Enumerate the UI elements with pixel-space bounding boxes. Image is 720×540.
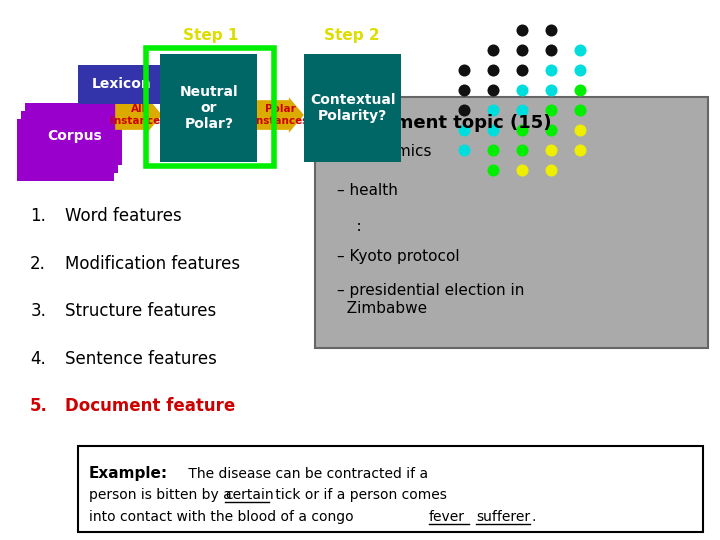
Text: certain: certain bbox=[225, 488, 274, 502]
Point bbox=[545, 165, 557, 174]
Point bbox=[574, 145, 585, 154]
Text: Lexicon: Lexicon bbox=[92, 77, 151, 91]
Text: Contextual
Polarity?: Contextual Polarity? bbox=[310, 93, 395, 123]
FancyArrow shape bbox=[257, 97, 304, 133]
Point bbox=[487, 85, 499, 94]
Point bbox=[574, 105, 585, 114]
Bar bbox=[146, 48, 274, 166]
Text: :: : bbox=[337, 219, 361, 234]
Bar bbox=[78, 65, 166, 104]
Text: Structure features: Structure features bbox=[65, 302, 216, 320]
Point bbox=[459, 125, 470, 134]
Point bbox=[516, 145, 528, 154]
Point bbox=[574, 125, 585, 134]
Text: fever: fever bbox=[429, 510, 465, 524]
Point bbox=[487, 125, 499, 134]
Text: Word features: Word features bbox=[65, 207, 181, 225]
Point bbox=[516, 25, 528, 34]
Text: Polar
Instances: Polar Instances bbox=[252, 104, 308, 126]
Point bbox=[545, 105, 557, 114]
Bar bbox=[78, 446, 703, 532]
Text: tick or if a person comes: tick or if a person comes bbox=[271, 488, 446, 502]
Text: Sentence features: Sentence features bbox=[65, 349, 217, 368]
Text: – economics: – economics bbox=[337, 144, 431, 159]
Point bbox=[516, 165, 528, 174]
Point bbox=[516, 85, 528, 94]
Text: Corpus: Corpus bbox=[47, 129, 102, 143]
Point bbox=[545, 45, 557, 54]
Text: Document topic (15): Document topic (15) bbox=[344, 114, 552, 132]
Text: sufferer: sufferer bbox=[476, 510, 530, 524]
Text: The disease can be contracted if a: The disease can be contracted if a bbox=[184, 467, 428, 481]
Point bbox=[545, 25, 557, 34]
Text: into contact with the blood of a congo: into contact with the blood of a congo bbox=[89, 510, 358, 524]
Text: All
Instances: All Instances bbox=[110, 104, 166, 126]
Text: 3.: 3. bbox=[30, 302, 46, 320]
Text: Neutral
or
Polar?: Neutral or Polar? bbox=[179, 85, 238, 131]
Text: 4.: 4. bbox=[30, 349, 46, 368]
Text: – health: – health bbox=[337, 183, 398, 198]
Point bbox=[487, 165, 499, 174]
Point bbox=[516, 45, 528, 54]
Point bbox=[459, 85, 470, 94]
Point bbox=[516, 125, 528, 134]
Point bbox=[545, 145, 557, 154]
Point bbox=[459, 145, 470, 154]
Bar bbox=[160, 54, 257, 162]
Text: 1.: 1. bbox=[30, 207, 46, 225]
Text: Modification features: Modification features bbox=[65, 254, 240, 273]
Point bbox=[459, 65, 470, 74]
Point bbox=[545, 85, 557, 94]
Text: Document feature: Document feature bbox=[65, 397, 235, 415]
Text: – Kyoto protocol: – Kyoto protocol bbox=[337, 249, 459, 264]
FancyArrow shape bbox=[402, 97, 441, 133]
Text: .: . bbox=[531, 510, 536, 524]
Bar bbox=[315, 97, 708, 348]
Text: 2.: 2. bbox=[30, 254, 46, 273]
Text: Step 1: Step 1 bbox=[184, 28, 238, 43]
Point bbox=[459, 105, 470, 114]
FancyArrow shape bbox=[115, 97, 162, 133]
Point bbox=[545, 125, 557, 134]
Point bbox=[545, 65, 557, 74]
Bar bbox=[25, 103, 122, 165]
Text: Step 2: Step 2 bbox=[323, 28, 379, 43]
Point bbox=[574, 65, 585, 74]
Point bbox=[516, 105, 528, 114]
Text: 5.: 5. bbox=[30, 397, 48, 415]
Point bbox=[487, 45, 499, 54]
Text: person is bitten by a: person is bitten by a bbox=[89, 488, 235, 502]
Bar bbox=[21, 111, 118, 173]
Point bbox=[574, 85, 585, 94]
Bar bbox=[304, 54, 401, 162]
Point bbox=[487, 105, 499, 114]
Text: •: • bbox=[328, 114, 339, 132]
Text: – presidential election in
  Zimbabwe: – presidential election in Zimbabwe bbox=[337, 284, 524, 316]
Point bbox=[574, 45, 585, 54]
Bar bbox=[17, 119, 114, 181]
Point bbox=[487, 65, 499, 74]
Point bbox=[487, 145, 499, 154]
Point bbox=[516, 65, 528, 74]
Text: Example:: Example: bbox=[89, 466, 168, 481]
